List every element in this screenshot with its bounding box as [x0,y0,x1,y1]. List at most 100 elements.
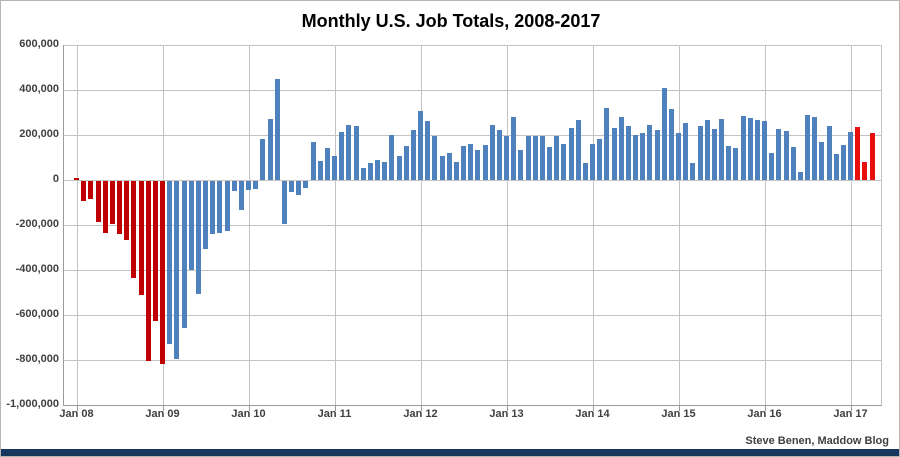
v-gridline [678,45,680,405]
bar [418,111,424,180]
bar [188,181,194,270]
h-gridline [64,90,882,91]
attribution-text: Steve Benen, Maddow Blog [745,435,889,447]
bar [582,163,588,180]
bar [547,147,553,180]
bar [754,120,760,180]
x-axis-tick [850,406,852,411]
bar [425,121,431,180]
bar [647,125,653,180]
bar [231,181,237,191]
bar [224,181,230,231]
bar [855,127,861,180]
bar [518,150,524,180]
x-tick-label: Jan 13 [489,408,524,420]
bar [461,146,467,180]
bar [138,181,144,295]
bar [332,156,337,180]
x-tick-label: Jan 12 [403,408,438,420]
plot-area [64,45,882,406]
bar [719,119,725,180]
bar [339,132,345,180]
bar [375,160,380,180]
x-tick-label: Jan 16 [747,408,782,420]
bar [668,109,674,180]
bar [238,181,244,210]
bar [439,156,445,180]
bar [217,181,223,233]
bar [604,108,610,180]
bar [525,136,531,180]
bar [740,116,746,180]
v-gridline [248,45,250,405]
y-tick-label: 200,000 [19,128,59,140]
bar [145,181,151,361]
bar [633,135,639,180]
bar [195,181,201,294]
x-axis-tick [678,406,680,411]
bar [747,118,753,180]
bar [160,181,165,364]
x-axis-tick [420,406,422,411]
bar [489,125,495,180]
bar [260,139,266,180]
bar [661,88,667,180]
h-gridline [64,315,882,316]
bar [776,129,782,180]
bar [95,181,101,222]
v-gridline [764,45,766,405]
bar [597,139,603,180]
bar [446,153,452,180]
bar [167,181,173,344]
bar [797,172,803,180]
bar [697,126,703,180]
y-tick-label: -800,000 [15,353,59,365]
bar [367,163,373,180]
bar [131,181,137,278]
bar [511,117,517,180]
bar [203,181,208,249]
x-axis-tick [506,406,508,411]
bar [102,181,108,233]
h-gridline [64,45,882,46]
bar [532,136,538,180]
chart-title: Monthly U.S. Job Totals, 2008-2017 [301,11,601,31]
bar [618,117,624,180]
bar [611,128,617,180]
x-tick-label: Jan 10 [231,408,266,420]
bar [303,181,309,188]
bar [568,128,574,180]
bar [554,136,560,180]
bar [704,120,710,180]
v-gridline [420,45,422,405]
bar [74,178,79,180]
bar [826,126,832,180]
bar [496,130,502,180]
v-gridline [506,45,508,405]
y-tick-label: 600,000 [19,38,59,50]
bar [174,181,180,359]
x-tick-label: Jan 17 [833,408,868,420]
x-axis-tick [592,406,594,411]
x-tick-label: Jan 11 [317,408,352,420]
bar [625,126,631,180]
bar [654,130,660,180]
v-gridline [76,45,78,405]
bar [482,145,488,180]
bar [253,181,259,189]
h-gridline [64,135,882,136]
h-gridline [64,180,882,181]
y-tick-label: -400,000 [15,263,59,275]
bar [762,121,768,180]
y-tick-label: -600,000 [15,308,59,320]
x-axis-line [64,405,882,406]
bar [181,181,187,328]
bar [862,162,868,180]
bar [676,133,682,180]
bar [848,132,854,180]
x-tick-label: Jan 08 [59,408,94,420]
bar [124,181,130,240]
x-tick-label: Jan 15 [661,408,696,420]
h-gridline [64,270,882,271]
